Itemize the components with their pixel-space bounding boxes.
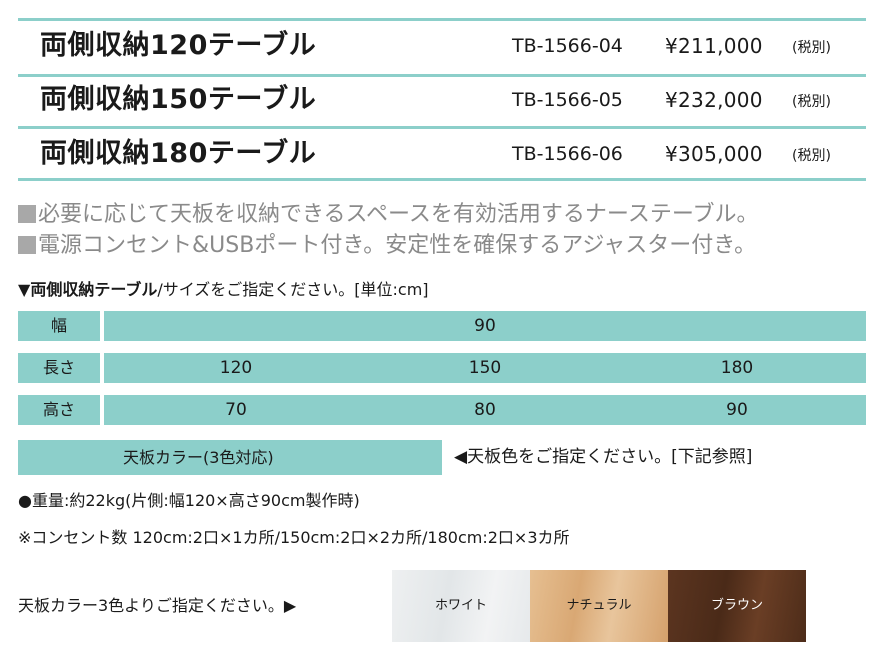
swatch-name: ナチュラル (566, 598, 632, 613)
table-cell: 180 (720, 358, 754, 378)
swatch-name: ホワイト (434, 598, 487, 613)
table-cell: 150 (468, 358, 502, 378)
product-code: TB-1566-04 (512, 35, 623, 57)
square-bullet-icon (18, 205, 36, 223)
size-row-width: 幅 90 (18, 311, 866, 341)
table-cell: 90 (474, 316, 496, 336)
size-heading: ▼両側収納テーブル/サイズをご指定ください。[単位:cm] (18, 278, 429, 302)
square-bullet-icon (18, 236, 36, 254)
tax-note: (税別) (792, 94, 831, 110)
row-label: 長さ (18, 353, 100, 383)
swatch-brown: ブラウン (668, 570, 806, 642)
swatch-name: ブラウン (710, 598, 763, 613)
swatch-white: ホワイト (392, 570, 530, 642)
divider (18, 74, 866, 77)
divider (18, 18, 866, 21)
row-label: 幅 (18, 311, 100, 341)
product-code: TB-1566-05 (512, 89, 623, 111)
table-cell: 90 (726, 400, 748, 420)
product-name: 両側収納150テーブル (40, 84, 317, 115)
product-row-180: 両側収納180テーブル TB-1566-06 ¥305,000 (税別) (18, 134, 866, 174)
row-values: 90 (104, 311, 866, 341)
feature-line: 電源コンセント&USBポート付き。安定性を確保するアジャスター付き。 (18, 231, 756, 261)
product-row-120: 両側収納120テーブル TB-1566-04 ¥211,000 (税別) (18, 26, 866, 66)
top-color-box: 天板カラー(3色対応) (18, 440, 442, 475)
outlet-spec: ※コンセント数 120cm:2口×1カ所/150cm:2口×2カ所/180cm:… (18, 528, 570, 547)
row-values: 70 80 90 (104, 395, 866, 425)
size-row-height: 高さ 70 80 90 (18, 395, 866, 425)
product-name: 両側収納180テーブル (40, 138, 317, 169)
divider (18, 126, 866, 129)
product-price: ¥211,000 (665, 34, 763, 58)
top-color-note: ◀天板色をご指定ください。[下記参照] (454, 447, 753, 467)
row-label: 高さ (18, 395, 100, 425)
divider (18, 178, 866, 181)
size-heading-text: /サイズをご指定ください。[単位:cm] (157, 280, 429, 299)
table-cell: 80 (474, 400, 496, 420)
swatch-natural: ナチュラル (530, 570, 668, 642)
tax-note: (税別) (792, 40, 831, 56)
top-color-label: 天板カラー(3色対応) (123, 448, 274, 467)
product-price: ¥232,000 (665, 88, 763, 112)
row-values: 120 150 180 (104, 353, 866, 383)
product-code: TB-1566-06 (512, 143, 623, 165)
feature-text: 電源コンセント&USBポート付き。安定性を確保するアジャスター付き。 (38, 233, 757, 258)
triangle-down-icon: ▼ (18, 280, 31, 299)
swatch-instruction: 天板カラー3色よりご指定ください。▶ (18, 596, 297, 615)
table-cell: 70 (225, 400, 247, 420)
product-name: 両側収納120テーブル (40, 30, 317, 61)
table-cell: 120 (219, 358, 253, 378)
feature-text: 必要に応じて天板を収納できるスペースを有効活用するナーステーブル。 (38, 202, 759, 227)
size-heading-bold: 両側収納テーブル (30, 280, 158, 299)
product-row-150: 両側収納150テーブル TB-1566-05 ¥232,000 (税別) (18, 80, 866, 120)
feature-line: 必要に応じて天板を収納できるスペースを有効活用するナーステーブル。 (18, 200, 759, 230)
weight-spec: ●重量:約22kg(片側:幅120×高さ90cm製作時) (18, 491, 360, 510)
product-price: ¥305,000 (665, 142, 763, 166)
size-row-length: 長さ 120 150 180 (18, 353, 866, 383)
tax-note: (税別) (792, 148, 831, 164)
